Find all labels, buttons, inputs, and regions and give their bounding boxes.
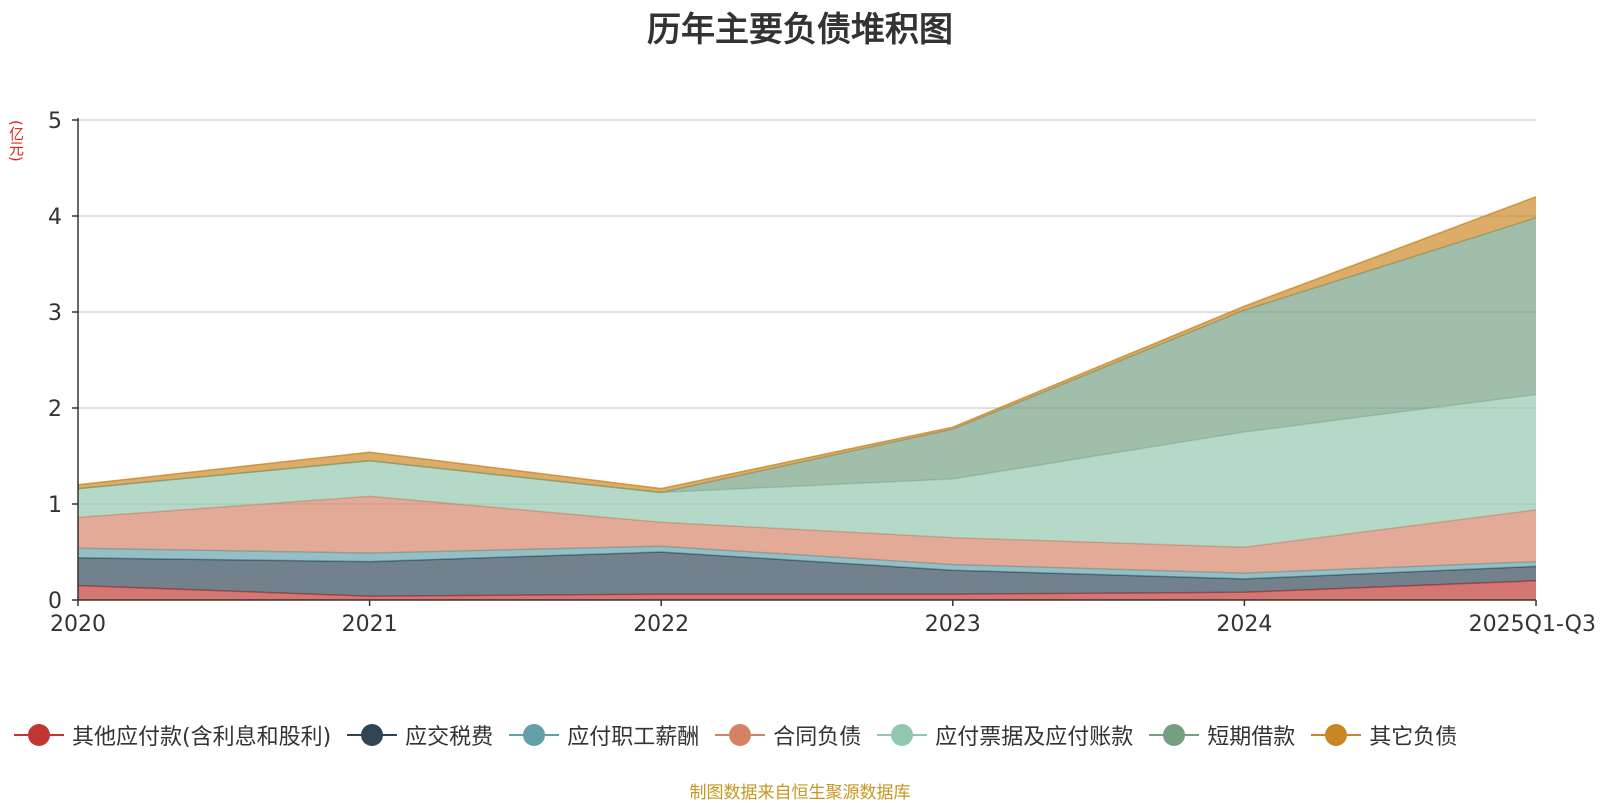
legend-item-3[interactable]: 合同负债 [715, 719, 861, 751]
legend-item-0[interactable]: 其他应付款(含利息和股利) [14, 719, 331, 751]
x-tick-label: 2024 [1216, 612, 1272, 637]
legend-marker-icon [715, 723, 766, 747]
legend-label: 其他应付款(含利息和股利) [72, 725, 332, 750]
legend-marker-icon [1311, 723, 1362, 747]
legend-item-4[interactable]: 应付票据及应付账款 [877, 719, 1133, 751]
legend-marker-icon [347, 723, 398, 747]
x-tick-label: 2021 [342, 612, 398, 637]
legend: 其他应付款(含利息和股利) 应交税费 应付职工薪酬 合同负债 应付票据及应付账款 短期借款… [14, 718, 1600, 752]
x-tick-label: 2022 [633, 612, 689, 637]
area-series-1 [78, 552, 1536, 597]
source-note: 制图数据来自恒生聚源数据库 [689, 783, 911, 803]
stacked-areas [77, 196, 1537, 600]
legend-label: 应付职工薪酬 [567, 725, 700, 750]
y-tick-label: 4 [48, 205, 62, 230]
y-tick-label: 3 [48, 301, 62, 326]
legend-item-5[interactable]: 短期借款 [1149, 719, 1295, 751]
y-axis-unit-label: (亿元) [7, 120, 25, 162]
y-tick-label: 0 [48, 589, 62, 614]
legend-item-2[interactable]: 应付职工薪酬 [509, 719, 699, 751]
legend-label: 应付票据及应付账款 [935, 725, 1134, 750]
legend-label: 应交税费 [405, 725, 494, 750]
legend-item-1[interactable]: 应交税费 [347, 719, 493, 751]
legend-marker-icon [877, 723, 928, 747]
area-series-6-line [77, 196, 1537, 490]
x-tick-label: 2023 [925, 612, 981, 637]
legend-label: 短期借款 [1207, 725, 1296, 750]
x-tick-label: 2025Q1-Q3 [1469, 612, 1596, 637]
legend-marker-icon [14, 723, 64, 747]
y-tick-label: 5 [48, 109, 62, 134]
area-series-2 [78, 546, 1536, 579]
y-tick-label: 1 [48, 493, 62, 518]
area-series-3 [78, 496, 1536, 574]
legend-marker-icon [1149, 723, 1200, 747]
legend-label: 合同负债 [773, 725, 862, 750]
y-tick-label: 2 [48, 397, 62, 422]
area-series-4 [78, 394, 1536, 548]
axes: 0 1 2 3 4 5 2020 2021 2022 2023 2024 2025Q1-Q3 [48, 109, 1596, 637]
area-series-0 [78, 580, 1536, 600]
legend-marker-icon [509, 723, 560, 747]
x-tick-label: 2020 [50, 612, 106, 637]
legend-label: 其它负债 [1369, 725, 1458, 750]
chart-title: 历年主要负债堆积图 [647, 10, 953, 50]
area-series-5 [78, 217, 1536, 493]
legend-item-6[interactable]: 其它负债 [1311, 719, 1457, 751]
